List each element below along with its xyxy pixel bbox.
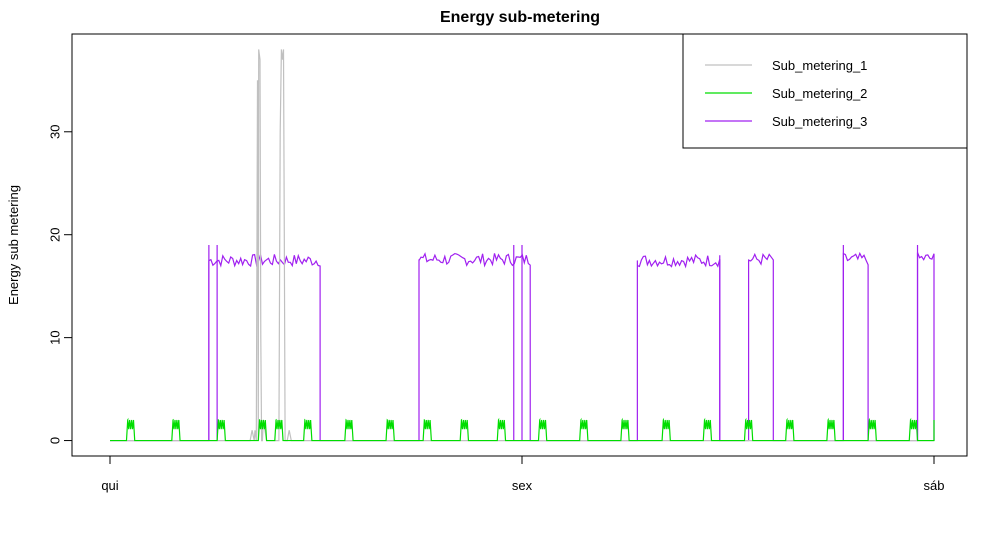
legend-label-sub-metering-3: Sub_metering_3 xyxy=(772,114,867,129)
y-tick-label: 30 xyxy=(47,125,62,139)
series-layer xyxy=(110,49,935,442)
legend-box xyxy=(682,33,968,149)
chart-title: Energy sub-metering xyxy=(440,9,600,26)
legend-label-sub-metering-1: Sub_metering_1 xyxy=(772,58,867,73)
y-axis: 0 10 20 30 xyxy=(47,125,73,444)
y-tick-label: 10 xyxy=(47,330,62,344)
y-tick-label: 0 xyxy=(47,437,62,444)
legend-label-sub-metering-2: Sub_metering_2 xyxy=(772,86,867,101)
y-axis-label: Energy sub metering xyxy=(6,185,21,305)
y-tick-label: 20 xyxy=(47,227,62,241)
x-tick-label: sex xyxy=(512,478,533,493)
series-sub-metering-2-line xyxy=(110,417,935,442)
legend: Sub_metering_1 Sub_metering_2 Sub_meteri… xyxy=(682,33,968,149)
x-tick-label: qui xyxy=(101,478,118,493)
series-sub-metering-3-line xyxy=(110,251,935,442)
x-tick-label: sáb xyxy=(924,478,945,493)
x-axis: qui sex sáb xyxy=(101,455,945,493)
